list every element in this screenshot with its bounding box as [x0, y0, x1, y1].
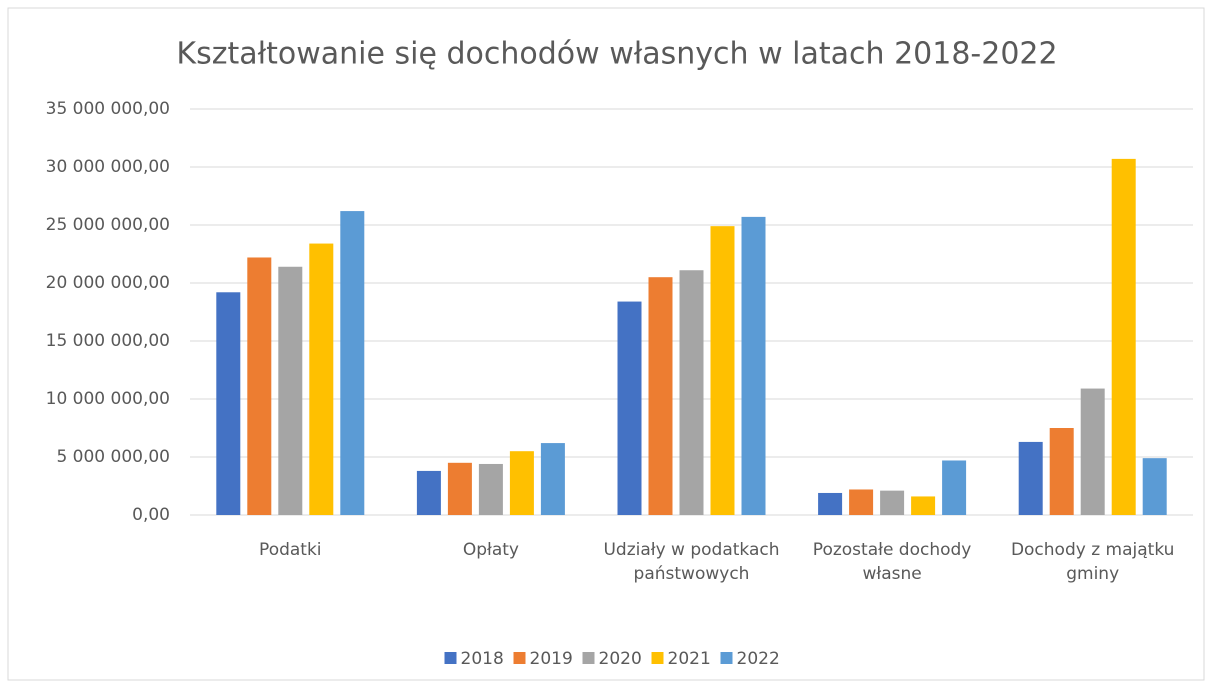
y-tick-label: 10 000 000,00 — [46, 389, 170, 409]
bar — [1080, 388, 1105, 515]
bar — [340, 211, 365, 515]
y-tick-label: 20 000 000,00 — [46, 273, 170, 293]
y-tick-label: 5 000 000,00 — [56, 447, 170, 467]
bar — [617, 301, 642, 515]
legend-swatch — [720, 652, 733, 664]
bar — [942, 460, 967, 515]
bar — [447, 462, 472, 515]
legend-label: 2019 — [530, 649, 573, 669]
bar — [1049, 428, 1074, 515]
x-tick-label: Podatki — [259, 540, 322, 560]
legend-swatch — [651, 652, 664, 664]
x-tick-label: Dochody z majątku gminy — [1010, 540, 1175, 584]
bar — [679, 270, 704, 515]
legend-label: 2018 — [461, 649, 504, 669]
y-tick-label: 35 000 000,00 — [46, 99, 170, 119]
bar — [478, 463, 503, 515]
bar — [416, 470, 441, 515]
bar — [1018, 441, 1043, 515]
y-tick-label: 30 000 000,00 — [46, 157, 170, 177]
x-tick-label: Udziały w podatkach państwowych — [603, 540, 780, 584]
y-tick-label: 25 000 000,00 — [46, 215, 170, 235]
bar — [278, 266, 303, 515]
x-tick-label: Opłaty — [462, 540, 519, 560]
bar — [1142, 458, 1167, 515]
legend-label: 2020 — [599, 649, 642, 669]
y-tick-label: 0,00 — [132, 505, 170, 525]
y-tick-label: 15 000 000,00 — [46, 331, 170, 351]
legend-swatch — [444, 652, 457, 664]
bar — [509, 451, 534, 515]
bar — [818, 492, 843, 515]
bar — [247, 257, 272, 515]
bar — [309, 243, 334, 515]
bar — [540, 443, 565, 515]
x-tick-label: Pozostałe dochody własne — [812, 540, 972, 584]
bar — [880, 490, 905, 515]
bar — [849, 489, 874, 515]
legend-label: 2022 — [737, 649, 780, 669]
bar — [741, 216, 766, 515]
bar — [216, 292, 241, 515]
legend-swatch — [582, 652, 595, 664]
bar — [1111, 158, 1136, 515]
chart-title: Kształtowanie się dochodów własnych w la… — [176, 37, 1057, 72]
bar — [911, 496, 936, 515]
legend-label: 2021 — [668, 649, 711, 669]
bar — [648, 277, 673, 515]
legend-swatch — [513, 652, 526, 664]
chart-frame — [7, 7, 1205, 681]
bar — [710, 226, 735, 515]
